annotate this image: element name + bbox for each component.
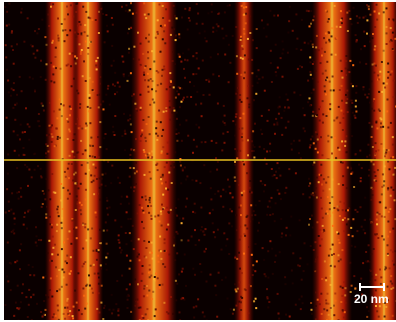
intensity-map xyxy=(4,2,396,320)
speckle-noise xyxy=(4,2,396,320)
intensity-band xyxy=(131,2,177,320)
scale-bar-label: 20 nm xyxy=(354,292,389,306)
scale-bar-line xyxy=(359,283,385,291)
bands-group xyxy=(45,2,396,320)
scale-bar: 20 nm xyxy=(354,280,394,310)
intensity-band xyxy=(369,2,396,320)
microscopy-image: 20 nm xyxy=(4,2,396,320)
